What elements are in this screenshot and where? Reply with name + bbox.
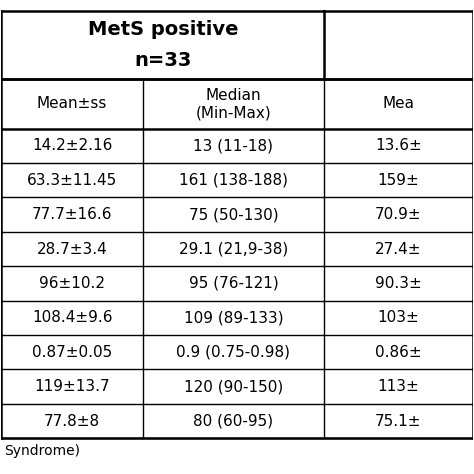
Text: 90.3±: 90.3± — [375, 276, 422, 291]
Text: 0.9 (0.75-0.98): 0.9 (0.75-0.98) — [176, 345, 291, 360]
Text: 29.1 (21,9-38): 29.1 (21,9-38) — [179, 242, 288, 256]
Text: 95 (76-121): 95 (76-121) — [189, 276, 278, 291]
Text: 75 (50-130): 75 (50-130) — [189, 207, 278, 222]
Text: 77.7±16.6: 77.7±16.6 — [32, 207, 112, 222]
Text: Mean±ss: Mean±ss — [37, 96, 107, 111]
Text: 109 (89-133): 109 (89-133) — [183, 310, 283, 325]
Text: 96±10.2: 96±10.2 — [39, 276, 105, 291]
Text: 113±: 113± — [377, 379, 419, 394]
Text: 77.8±8: 77.8±8 — [44, 413, 100, 428]
Text: 120 (90-150): 120 (90-150) — [184, 379, 283, 394]
Text: 108.4±9.6: 108.4±9.6 — [32, 310, 112, 325]
Text: 63.3±11.45: 63.3±11.45 — [27, 173, 117, 188]
Text: 159±: 159± — [377, 173, 419, 188]
Text: n=33: n=33 — [134, 51, 191, 70]
Text: 103±: 103± — [377, 310, 419, 325]
Text: 14.2±2.16: 14.2±2.16 — [32, 138, 112, 153]
Text: 119±13.7: 119±13.7 — [34, 379, 110, 394]
Text: 0.87±0.05: 0.87±0.05 — [32, 345, 112, 360]
Text: 75.1±: 75.1± — [375, 413, 422, 428]
Text: 13 (11-18): 13 (11-18) — [193, 138, 273, 153]
Text: 28.7±3.4: 28.7±3.4 — [36, 242, 108, 256]
Text: Mea: Mea — [383, 96, 414, 111]
Text: 13.6±: 13.6± — [375, 138, 422, 153]
Text: 27.4±: 27.4± — [375, 242, 422, 256]
Text: 80 (60-95): 80 (60-95) — [193, 413, 273, 428]
Text: Syndrome): Syndrome) — [4, 445, 80, 458]
Text: 70.9±: 70.9± — [375, 207, 422, 222]
Text: MetS positive: MetS positive — [88, 20, 238, 39]
Text: 161 (138-188): 161 (138-188) — [179, 173, 288, 188]
Text: 0.86±: 0.86± — [375, 345, 422, 360]
Text: Median
(Min-Max): Median (Min-Max) — [196, 88, 271, 120]
